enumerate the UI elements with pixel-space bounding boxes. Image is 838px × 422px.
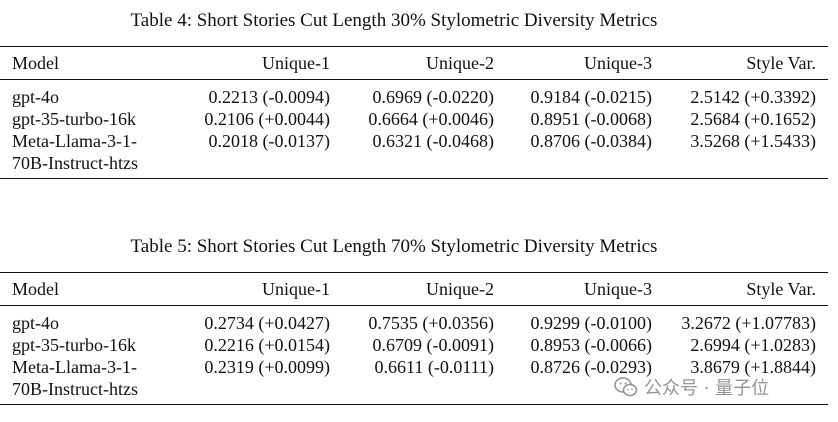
cell-unique-1: 0.2216 (+0.0154) [204, 335, 330, 355]
watermark-text: 公众号 · 量子位 [644, 378, 770, 399]
header-unique-1: Unique-1 [262, 279, 330, 299]
cell-unique-1: 0.2213 (-0.0094) [208, 87, 330, 107]
cell-model: gpt-35-turbo-16k [12, 335, 136, 355]
table-row: gpt-4o 0.2213 (-0.0094) 0.6969 (-0.0220)… [0, 80, 828, 109]
cell-unique-2: 0.6321 (-0.0468) [372, 131, 494, 151]
table-row: gpt-35-turbo-16k 0.2216 (+0.0154) 0.6709… [0, 334, 828, 356]
cell-model: Meta-Llama-3-1- [12, 357, 137, 377]
cell-style-var: 2.5684 (+0.1652) [690, 109, 816, 129]
cell-unique-3: 0.8951 (-0.0068) [530, 109, 652, 129]
table-4: Table 4: Short Stories Cut Length 30% St… [0, 10, 828, 179]
header-style-var: Style Var. [746, 53, 816, 73]
metrics-table: Model Unique-1 Unique-2 Unique-3 Style V… [0, 273, 828, 405]
cell-unique-1: 0.2319 (+0.0099) [204, 357, 330, 377]
header-row: Model Unique-1 Unique-2 Unique-3 Style V… [0, 47, 828, 80]
cell-unique-2: 0.6969 (-0.0220) [372, 87, 494, 107]
watermark: 公众号 · 量子位 [614, 374, 769, 400]
table-5: Table 5: Short Stories Cut Length 70% St… [0, 236, 828, 405]
header-unique-1: Unique-1 [262, 53, 330, 73]
cell-unique-1: 0.2734 (+0.0427) [204, 313, 330, 333]
cell-unique-3: 0.9299 (-0.0100) [530, 313, 652, 333]
table-caption: Table 4: Short Stories Cut Length 30% St… [130, 10, 658, 31]
header-style-var: Style Var. [746, 279, 816, 299]
cell-style-var: 2.6994 (+1.0283) [690, 335, 816, 355]
cell-unique-2: 0.6664 (+0.0046) [368, 109, 494, 129]
header-unique-3: Unique-3 [584, 53, 652, 73]
cell-style-var: 3.5268 (+1.5433) [690, 131, 816, 151]
cell-model: gpt-4o [12, 313, 59, 333]
cell-unique-3: 0.8706 (-0.0384) [530, 131, 652, 151]
cell-model-continued: 70B-Instruct-htzs [12, 379, 138, 399]
cell-unique-3: 0.8726 (-0.0293) [530, 357, 652, 377]
table-row-continuation: 70B-Instruct-htzs [0, 152, 828, 179]
cell-style-var: 3.2672 (+1.07783) [681, 313, 816, 333]
top-rule [0, 46, 828, 47]
table-row: Meta-Llama-3-1- 0.2319 (+0.0099) 0.6611 … [0, 356, 828, 378]
table-row: gpt-4o 0.2734 (+0.0427) 0.7535 (+0.0356)… [0, 306, 828, 335]
cell-model: gpt-4o [12, 87, 59, 107]
cell-unique-2: 0.6611 (-0.0111) [374, 357, 494, 377]
header-model: Model [12, 279, 59, 299]
cell-model-continued: 70B-Instruct-htzs [12, 153, 138, 173]
cell-style-var: 3.8679 (+1.8844) [690, 357, 816, 377]
cell-model: gpt-35-turbo-16k [12, 109, 136, 129]
header-model: Model [12, 53, 59, 73]
wechat-icon [614, 376, 638, 398]
header-unique-2: Unique-2 [426, 279, 494, 299]
cell-unique-3: 0.8953 (-0.0066) [530, 335, 652, 355]
cell-unique-1: 0.2018 (-0.0137) [208, 131, 330, 151]
cell-unique-2: 0.6709 (-0.0091) [372, 335, 494, 355]
top-rule [0, 272, 828, 273]
cell-unique-3: 0.9184 (-0.0215) [530, 87, 652, 107]
table-row: Meta-Llama-3-1- 0.2018 (-0.0137) 0.6321 … [0, 130, 828, 152]
header-row: Model Unique-1 Unique-2 Unique-3 Style V… [0, 273, 828, 306]
cell-style-var: 2.5142 (+0.3392) [690, 87, 816, 107]
header-unique-3: Unique-3 [584, 279, 652, 299]
cell-unique-2: 0.7535 (+0.0356) [368, 313, 494, 333]
cell-unique-1: 0.2106 (+0.0044) [204, 109, 330, 129]
table-caption: Table 5: Short Stories Cut Length 70% St… [130, 236, 658, 257]
table-row: gpt-35-turbo-16k 0.2106 (+0.0044) 0.6664… [0, 108, 828, 130]
metrics-table: Model Unique-1 Unique-2 Unique-3 Style V… [0, 47, 828, 179]
header-unique-2: Unique-2 [426, 53, 494, 73]
cell-model: Meta-Llama-3-1- [12, 131, 137, 151]
table-row-continuation: 70B-Instruct-htzs [0, 378, 828, 405]
